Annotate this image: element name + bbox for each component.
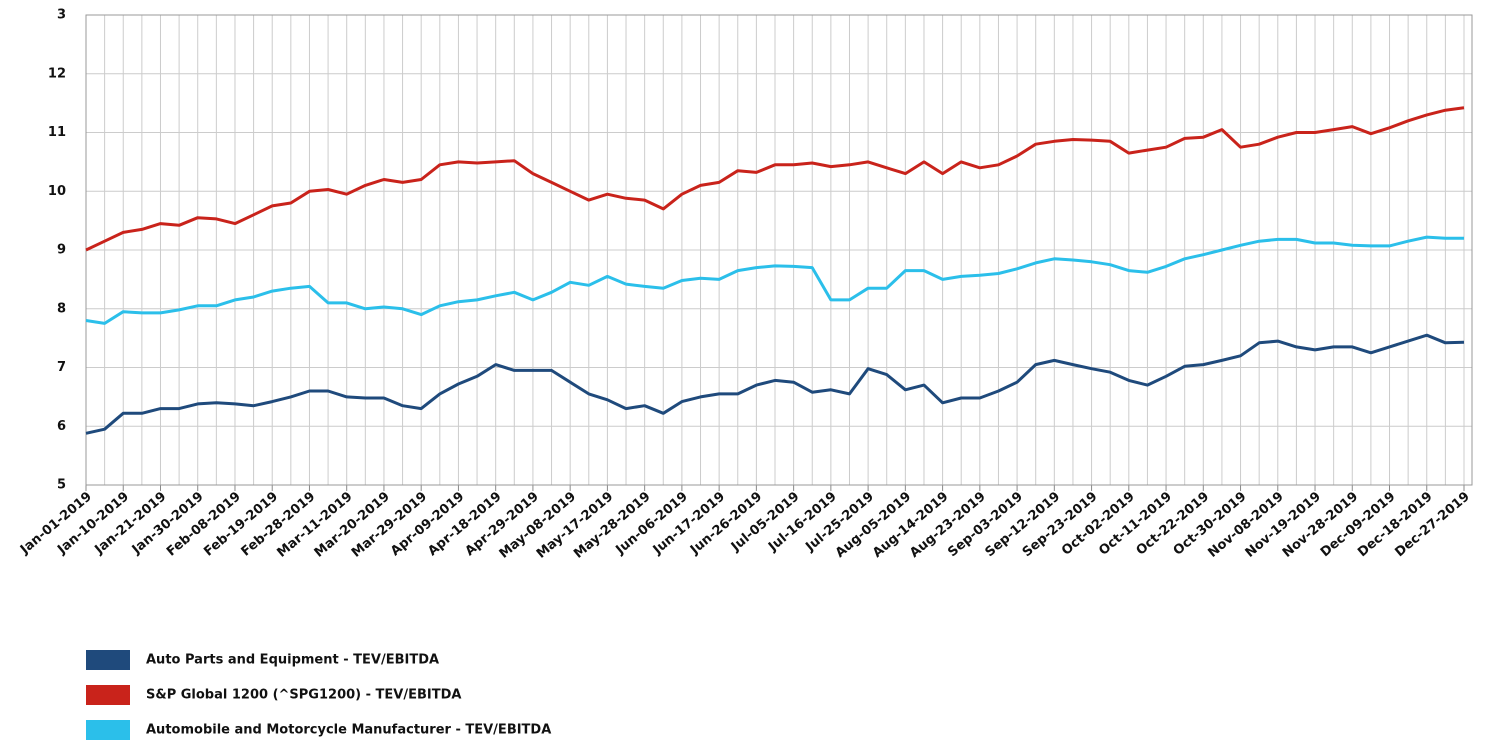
y-tick-label: 12 (48, 66, 66, 81)
y-tick-label: 5 (57, 478, 66, 493)
series-line (85, 106, 1465, 252)
y-tick-label: 7 (57, 360, 66, 375)
y-tick-label: 9 (57, 243, 66, 258)
y-tick-label: 3 (57, 8, 66, 23)
series-line (85, 235, 1464, 325)
legend-swatch (86, 685, 130, 705)
legend-label: Auto Parts and Equipment - TEV/EBITDA (146, 653, 439, 668)
legend-swatch (86, 720, 130, 740)
legend-label: Automobile and Motorcycle Manufacturer -… (146, 723, 551, 738)
legend-label: S&P Global 1200 (^SPG1200) - TEV/EBITDA (146, 688, 461, 703)
y-tick-label: 11 (48, 125, 66, 140)
y-tick-label: 10 (48, 184, 66, 199)
legend-swatch (86, 650, 130, 670)
y-tick-label: 6 (57, 419, 66, 434)
y-tick-label: 8 (57, 301, 66, 316)
series-line (85, 333, 1465, 435)
